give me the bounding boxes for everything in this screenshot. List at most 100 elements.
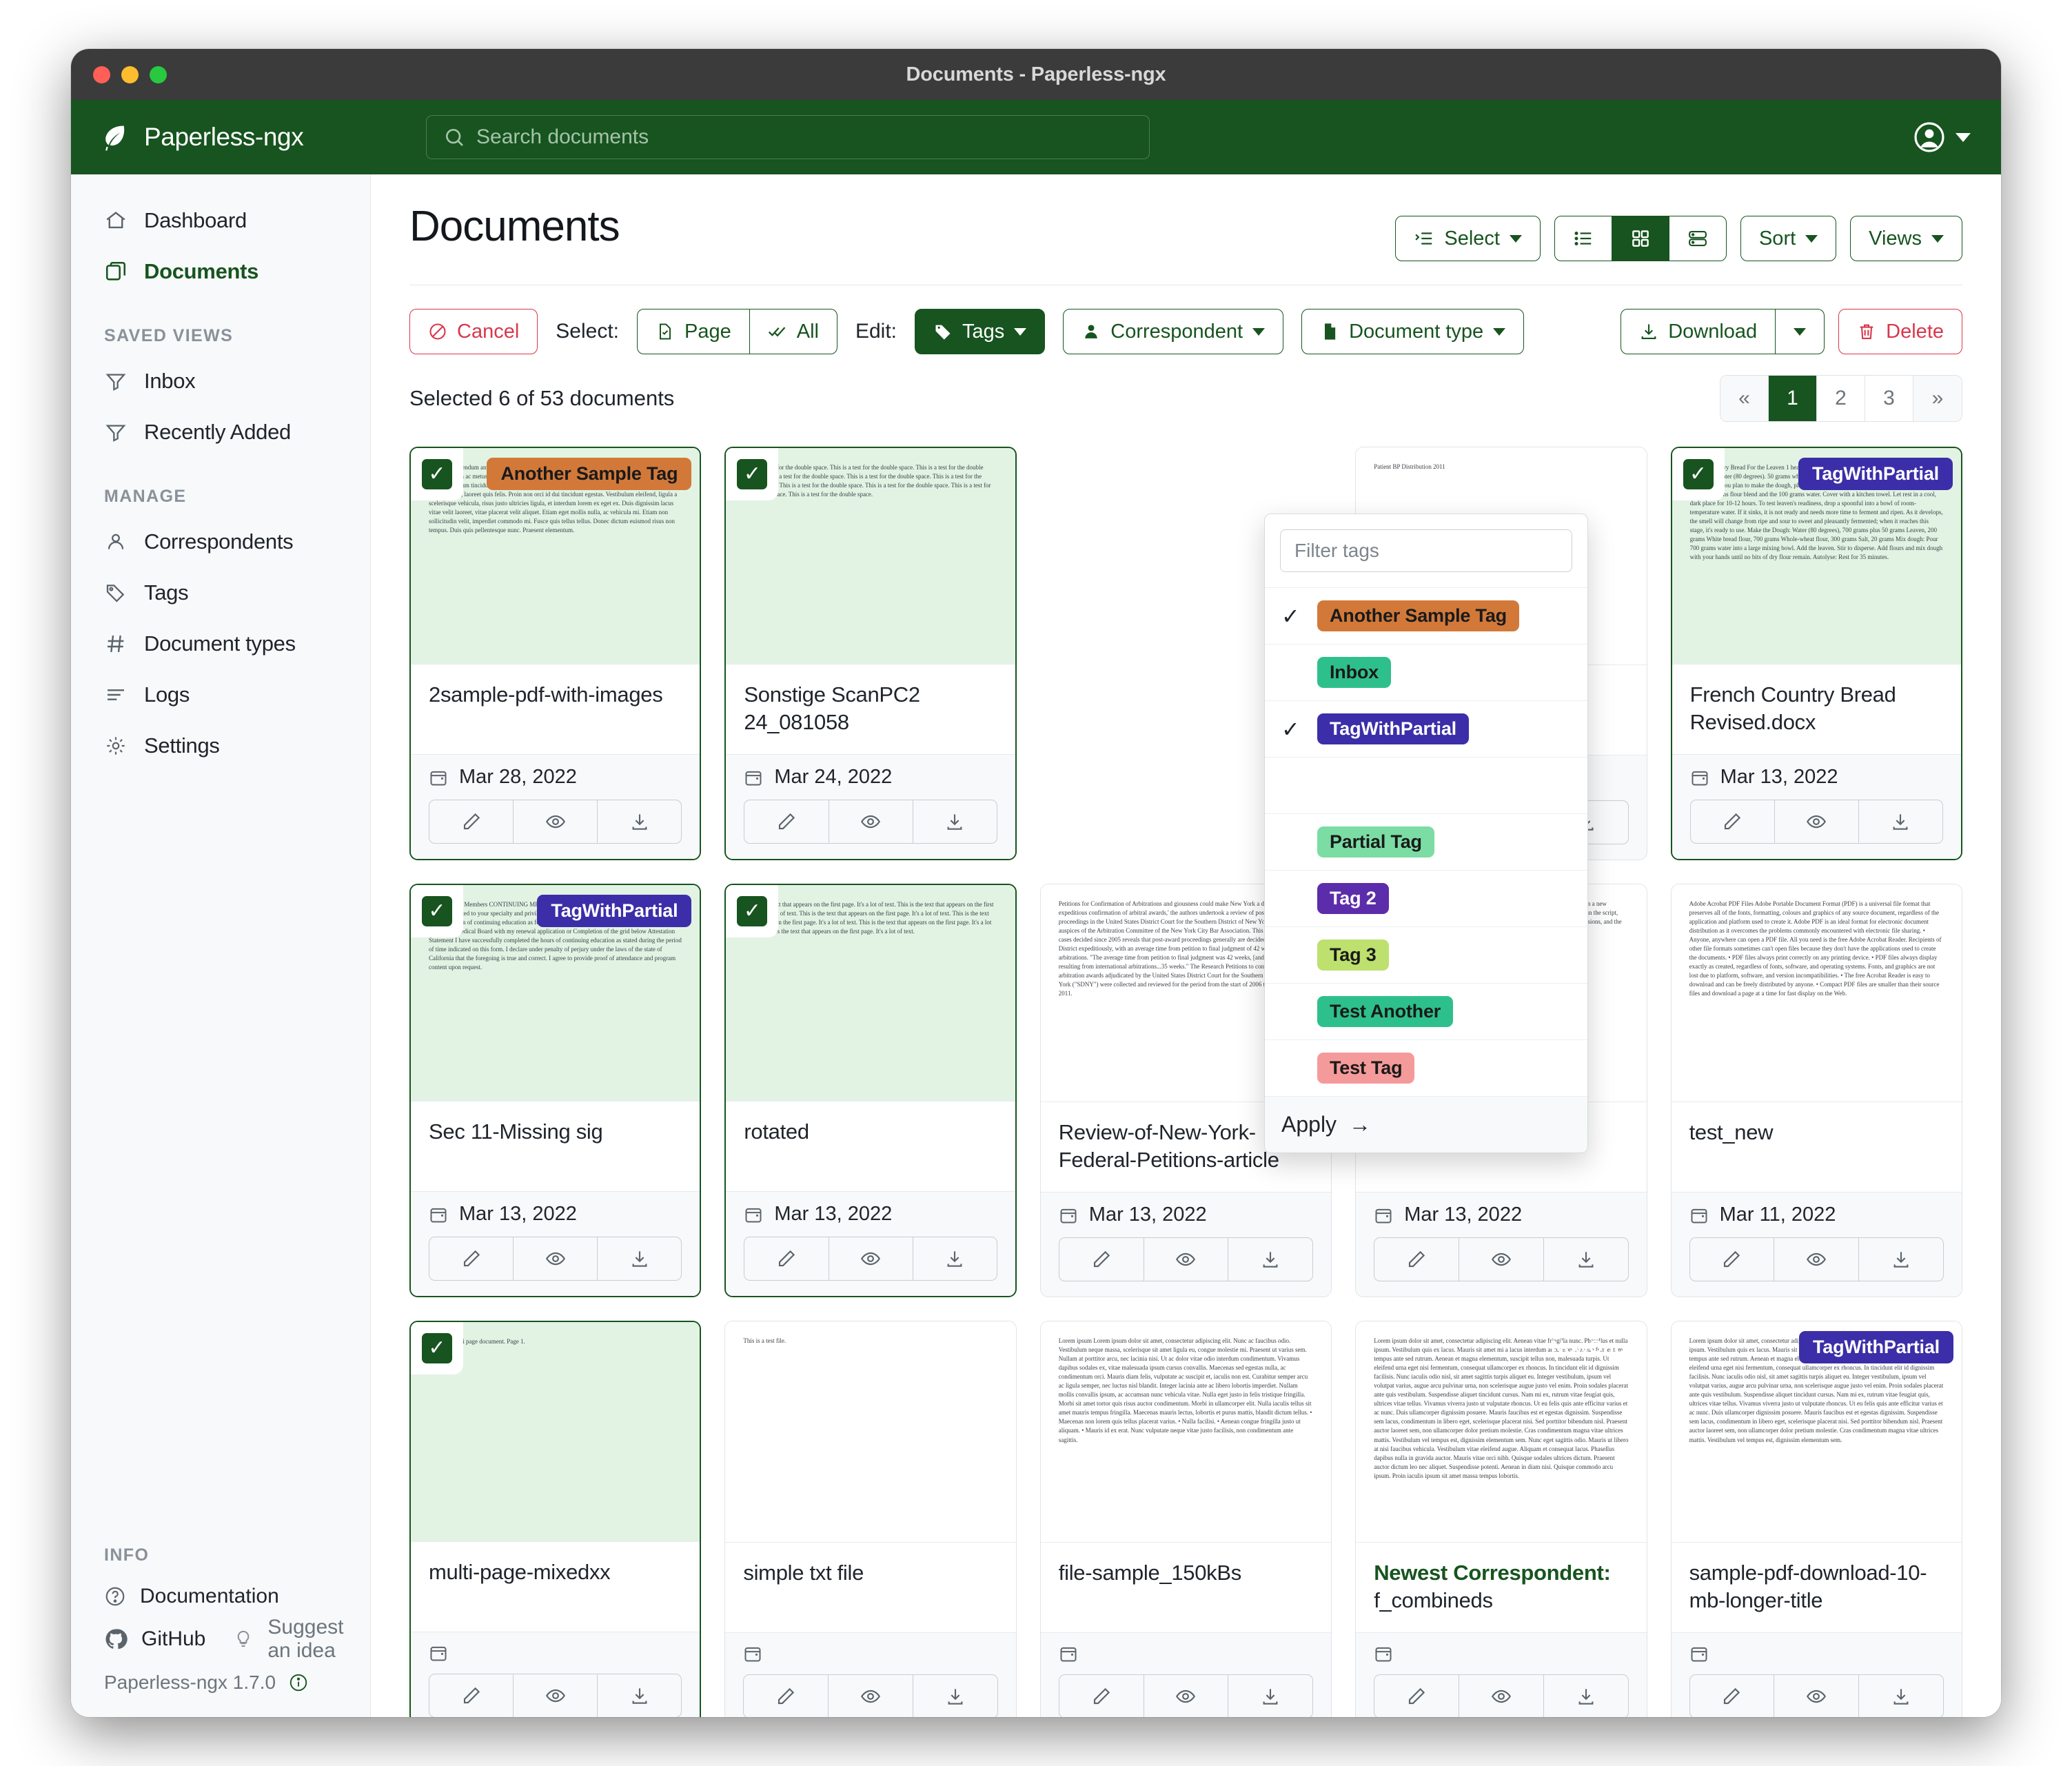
- selection-checkbox[interactable]: ✓: [411, 885, 463, 937]
- download-document-button[interactable]: [1228, 1674, 1314, 1717]
- download-document-button[interactable]: [1543, 1674, 1629, 1717]
- document-card[interactable]: Adobe Acrobat PDF Files Adobe Portable D…: [1670, 884, 1962, 1297]
- document-thumbnail[interactable]: Lorem ipsum Lorem ipsum dolor sit amet, …: [1040, 1321, 1332, 1543]
- edit-document-button[interactable]: [1689, 1237, 1775, 1281]
- tag-option[interactable]: NewOne: [1265, 757, 1587, 813]
- download-options-button[interactable]: [1775, 309, 1825, 354]
- preview-document-button[interactable]: [1774, 1237, 1860, 1281]
- document-correspondent[interactable]: Newest Correspondent:: [1374, 1561, 1611, 1585]
- preview-document-button[interactable]: [828, 1674, 913, 1717]
- sidebar-item-documentation[interactable]: Documentation: [71, 1575, 370, 1618]
- sidebar-item-tags[interactable]: Tags: [71, 567, 370, 618]
- preview-document-button[interactable]: [513, 800, 598, 844]
- tag-option[interactable]: Test Another: [1265, 983, 1587, 1039]
- sidebar-item-inbox[interactable]: Inbox: [71, 356, 370, 407]
- preview-document-button[interactable]: [828, 800, 913, 844]
- download-document-button[interactable]: [597, 1237, 682, 1281]
- document-type-dropdown-button[interactable]: Document type: [1301, 309, 1525, 354]
- info-circle-icon[interactable]: [288, 1672, 309, 1693]
- pagination-page-2[interactable]: 2: [1817, 376, 1865, 421]
- edit-document-button[interactable]: [1689, 1674, 1775, 1717]
- sidebar-item-settings[interactable]: Settings: [71, 720, 370, 771]
- edit-document-button[interactable]: [744, 1237, 829, 1281]
- document-card[interactable]: French Country Bread For the Leaven 1 he…: [1670, 447, 1962, 860]
- views-dropdown-button[interactable]: Views: [1850, 216, 1962, 261]
- document-thumbnail[interactable]: Curabitur bibendum ante urna, sed blandi…: [411, 448, 700, 664]
- detail-view-button[interactable]: [1668, 216, 1727, 261]
- tag-option[interactable]: Tag 2: [1265, 870, 1587, 926]
- user-menu-button[interactable]: [1913, 121, 1971, 154]
- selection-checkbox[interactable]: ✓: [1672, 448, 1725, 500]
- tag-option[interactable]: ✓ TagWithPartial: [1265, 700, 1587, 757]
- preview-document-button[interactable]: [1774, 1674, 1860, 1717]
- edit-document-button[interactable]: [429, 1237, 514, 1281]
- document-card[interactable]: This is the text that appears on the fir…: [724, 884, 1017, 1297]
- cancel-button[interactable]: Cancel: [409, 309, 538, 354]
- sidebar-item-documents[interactable]: Documents: [71, 246, 370, 297]
- tag-option[interactable]: Partial Tag: [1265, 813, 1587, 870]
- delete-button[interactable]: Delete: [1838, 309, 1962, 354]
- preview-document-button[interactable]: [513, 1237, 598, 1281]
- sidebar-item-recently-added[interactable]: Recently Added: [71, 407, 370, 458]
- preview-document-button[interactable]: [1458, 1674, 1544, 1717]
- download-button[interactable]: Download: [1621, 309, 1776, 354]
- view-mode-group[interactable]: [1554, 216, 1727, 261]
- sidebar-item-logs[interactable]: Logs: [71, 669, 370, 720]
- tag-option[interactable]: Test Tag: [1265, 1039, 1587, 1096]
- list-view-button[interactable]: [1554, 216, 1612, 261]
- document-card[interactable]: Lorem ipsum dolor sit amet, consectetur …: [1355, 1321, 1647, 1717]
- grid-view-button[interactable]: [1611, 216, 1669, 261]
- selection-checkbox[interactable]: ✓: [411, 448, 463, 500]
- document-card[interactable]: Curabitur bibendum ante urna, sed blandi…: [409, 447, 702, 860]
- edit-document-button[interactable]: [1374, 1237, 1459, 1281]
- document-card[interactable]: This is a multi page document. Page 1. ✓ m…: [409, 1321, 702, 1717]
- sidebar-item-label[interactable]: GitHub: [141, 1627, 206, 1650]
- tag-filter-input[interactable]: [1280, 529, 1572, 572]
- preview-document-button[interactable]: [1143, 1674, 1229, 1717]
- download-document-button[interactable]: [1858, 800, 1943, 844]
- preview-document-button[interactable]: [828, 1237, 913, 1281]
- search-input[interactable]: Search documents: [426, 115, 1150, 159]
- sidebar-item-document-types[interactable]: Document types: [71, 618, 370, 669]
- edit-document-button[interactable]: [429, 1674, 514, 1717]
- download-document-button[interactable]: [597, 800, 682, 844]
- document-thumbnail[interactable]: This is the text that appears on the fir…: [726, 885, 1015, 1102]
- pagination-page-3[interactable]: 3: [1865, 376, 1913, 421]
- document-thumbnail[interactable]: Adobe Acrobat PDF Files Adobe Portable D…: [1671, 884, 1962, 1102]
- download-document-button[interactable]: [597, 1674, 682, 1717]
- download-document-button[interactable]: [912, 1674, 998, 1717]
- document-thumbnail[interactable]: Medical Staff Members CONTINUING MEDICAL…: [411, 885, 700, 1102]
- pagination-last[interactable]: »: [1913, 376, 1962, 421]
- edit-document-button[interactable]: [1058, 1674, 1144, 1717]
- pagination-first[interactable]: «: [1720, 376, 1769, 421]
- document-thumbnail[interactable]: This is a test for the double space. Thi…: [726, 448, 1015, 664]
- apply-tags-button[interactable]: Apply →: [1265, 1096, 1587, 1153]
- download-document-button[interactable]: [912, 1237, 997, 1281]
- sidebar-item-label[interactable]: Suggest an idea: [267, 1616, 344, 1662]
- select-scope-group[interactable]: Page All: [637, 309, 837, 354]
- selection-checkbox[interactable]: ✓: [411, 1322, 463, 1374]
- edit-document-button[interactable]: [744, 800, 829, 844]
- sidebar-item-correspondents[interactable]: Correspondents: [71, 516, 370, 567]
- select-dropdown-button[interactable]: Select: [1395, 216, 1541, 261]
- pagination-page-1[interactable]: 1: [1769, 376, 1817, 421]
- close-window-button[interactable]: [93, 65, 110, 83]
- preview-document-button[interactable]: [1143, 1237, 1229, 1281]
- edit-document-button[interactable]: [1374, 1674, 1459, 1717]
- download-document-button[interactable]: [1543, 1237, 1629, 1281]
- download-document-button[interactable]: [912, 800, 997, 844]
- download-document-button[interactable]: [1228, 1237, 1314, 1281]
- document-thumbnail[interactable]: French Country Bread For the Leaven 1 he…: [1672, 448, 1961, 664]
- edit-document-button[interactable]: [429, 800, 514, 844]
- download-document-button[interactable]: [1858, 1674, 1944, 1717]
- selection-checkbox[interactable]: ✓: [726, 885, 779, 937]
- edit-document-button[interactable]: [1689, 800, 1775, 844]
- selection-checkbox[interactable]: ✓: [726, 448, 779, 500]
- document-thumbnail[interactable]: This is a test file.: [725, 1321, 1016, 1543]
- edit-document-button[interactable]: [743, 1674, 829, 1717]
- correspondent-dropdown-button[interactable]: Correspondent: [1063, 309, 1284, 354]
- minimize-window-button[interactable]: [121, 65, 139, 83]
- edit-document-button[interactable]: [1058, 1237, 1144, 1281]
- download-group[interactable]: Download: [1621, 309, 1825, 354]
- select-page-button[interactable]: Page: [637, 309, 750, 354]
